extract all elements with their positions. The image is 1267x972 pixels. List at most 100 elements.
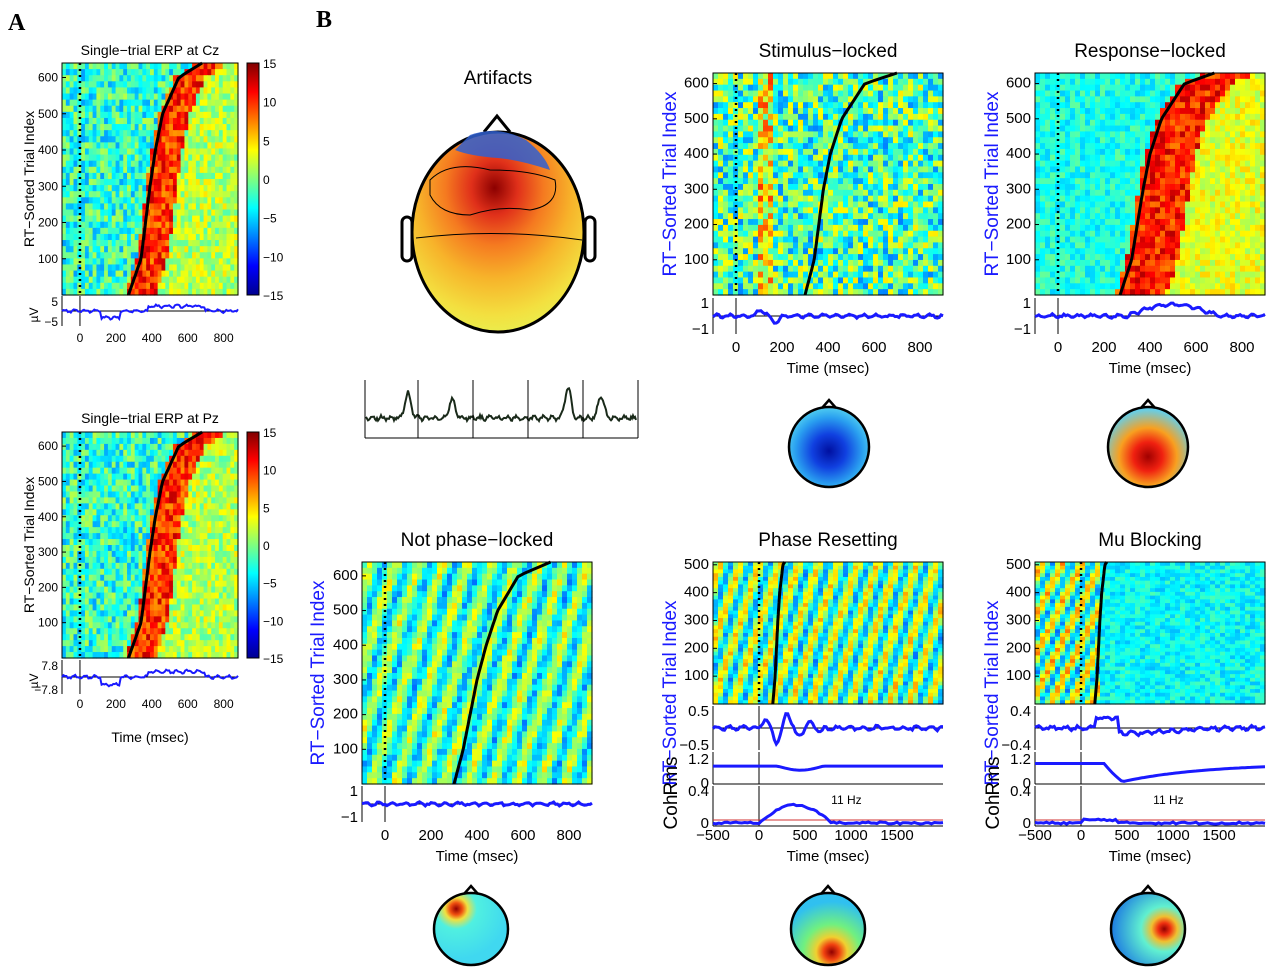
stim-heat-cell <box>928 201 934 208</box>
pz-heat-cell <box>92 598 98 606</box>
cz-heat-cell <box>234 93 239 101</box>
pz-heat-cell <box>100 461 105 469</box>
stim-heat-cell <box>853 178 859 185</box>
stim-heat-cell <box>903 166 909 173</box>
cz-heat-cell <box>142 240 147 247</box>
stim-heat-cell <box>738 137 744 144</box>
pz-heat-cell <box>161 550 166 558</box>
pz-heat-cell <box>62 592 67 600</box>
pz-heat-cell <box>222 467 228 475</box>
stim-heat-cell <box>718 154 724 162</box>
pz-heat-cell <box>195 545 201 552</box>
pz-heat-cell <box>138 443 143 451</box>
cz-heat-cell <box>215 172 220 180</box>
cz-heat-cell <box>88 240 94 247</box>
pz-heat-cell <box>69 449 75 457</box>
pz-heat-cell <box>226 622 231 629</box>
cz-heat-cell <box>62 276 67 284</box>
pz-heat-cell <box>84 604 90 612</box>
cz-heat-cell <box>65 130 71 137</box>
cz-heat-cell <box>123 75 128 82</box>
cz-heat-cell <box>92 258 98 266</box>
pz-heat-cell <box>153 550 159 558</box>
stim-heat-cell <box>728 259 734 267</box>
cz-heat-cell <box>192 136 197 143</box>
pz-heat-cell <box>111 652 117 659</box>
stim-heat-cell <box>808 213 814 220</box>
stim-heat-cell <box>793 201 799 208</box>
stim-heat-cell <box>903 178 909 185</box>
cz-heat-cell <box>176 191 182 198</box>
cz-heat-cell <box>100 154 105 162</box>
pz-heat-cell <box>92 449 98 457</box>
stim-heat-cell <box>873 189 879 197</box>
cz-heat-cell <box>69 142 75 150</box>
cz-heat-cell <box>203 87 208 95</box>
pz-heat-cell <box>123 461 128 469</box>
pz-heat-cell <box>65 497 71 504</box>
pz-heat-cell <box>138 640 143 647</box>
pz-heat-cell <box>104 568 109 576</box>
stim-heat-cell <box>858 131 864 138</box>
pz-heat-cell <box>123 437 128 445</box>
pz-heat-cell <box>96 598 101 606</box>
cz-heat-cell <box>115 282 120 290</box>
cz-heat-cell <box>211 233 216 241</box>
cz-heat-cell <box>218 215 224 223</box>
pz-heat-cell <box>153 539 159 546</box>
cz-heat-cell <box>207 270 212 278</box>
pz-heat-cell <box>138 509 143 516</box>
cz-heat-cell <box>172 75 178 82</box>
cz-heat-cell <box>195 246 201 253</box>
pz-heat-cell <box>81 550 86 558</box>
cz-heat-cell <box>176 203 182 211</box>
cz-heat-cell <box>96 252 101 259</box>
stim-heat-cell <box>918 148 924 156</box>
cz-heat-cell <box>153 215 159 223</box>
cz-heat-cell <box>92 233 98 241</box>
stim-heat-cell <box>933 254 939 261</box>
stim-heat-cell <box>763 125 769 133</box>
stim-heat-cell <box>853 84 859 92</box>
pz-heat-cell <box>84 515 90 522</box>
cz-heat-cell <box>123 227 128 235</box>
cz-heat-cell <box>230 117 235 125</box>
pz-heat-cell <box>203 437 208 445</box>
pz-heat-cell <box>104 652 109 659</box>
pz-heat-cell <box>157 479 163 487</box>
cz-heat-cell <box>138 209 143 217</box>
stim-heat-cell <box>898 125 904 133</box>
cz-heat-cell <box>73 276 78 284</box>
pz-heat-cell <box>111 616 117 623</box>
pz-heat-cell <box>157 616 163 623</box>
cz-heat-cell <box>130 288 136 296</box>
pz-heat-cell <box>169 497 174 504</box>
pz-heat-cell <box>153 556 159 564</box>
stim-heat-cell <box>908 154 914 162</box>
cz-heat-cell <box>119 221 124 229</box>
cz-heat-cell <box>100 191 105 198</box>
pz-heat-cell <box>100 574 105 582</box>
stim-heat-cell <box>753 125 759 133</box>
stim-heat-cell <box>938 78 944 86</box>
stim-heat-cell <box>813 96 819 103</box>
stim-heat-cell <box>793 154 799 162</box>
pz-heat-cell <box>92 473 98 481</box>
stim-heat-cell <box>868 172 874 179</box>
cz-heat-cell <box>92 142 98 150</box>
stim-heat-cell <box>818 254 824 261</box>
stim-heat-cell <box>768 166 774 173</box>
stim-heat-cell <box>923 207 929 214</box>
cz-heat-cell <box>96 240 101 247</box>
cz-heat-cell <box>211 142 216 150</box>
cz-heat-cell <box>230 142 235 150</box>
stim-heat-cell <box>828 119 834 127</box>
stim-heat-cell <box>723 125 729 133</box>
cz-heat-cell <box>234 246 239 253</box>
stim-heat-cell <box>783 137 789 144</box>
cz-heat-cell <box>215 282 220 290</box>
stim-heat-cell <box>753 137 759 144</box>
pz-heat-cell <box>73 491 78 499</box>
cz-heat-cell <box>100 105 105 113</box>
pz-heat-cell <box>84 640 90 647</box>
